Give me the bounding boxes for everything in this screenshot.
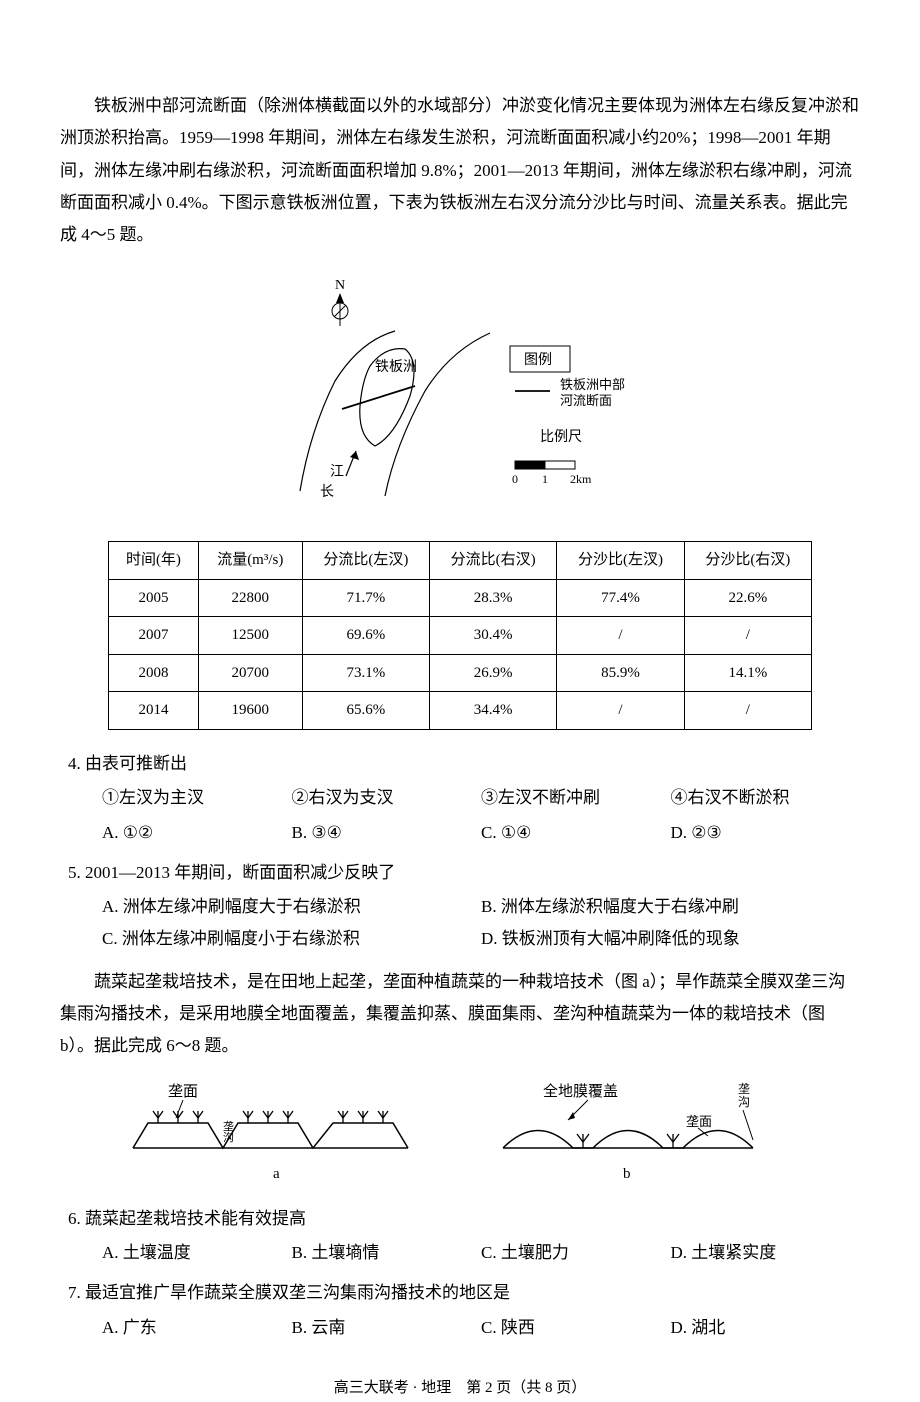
table-header: 时间(年) — [109, 542, 199, 580]
q5-stem: 5. 2001—2013 年期间，断面面积减少反映了 — [68, 857, 860, 889]
q5-option-a: A. 洲体左缘冲刷幅度大于右缘淤积 — [102, 891, 481, 923]
q4-option-c: C. ①④ — [481, 817, 671, 849]
svg-text:b: b — [623, 1166, 631, 1182]
q5-option-d: D. 铁板洲顶有大幅冲刷降低的现象 — [481, 923, 860, 955]
table-row: 2007 12500 69.6% 30.4% / / — [109, 617, 812, 655]
question-4: 4. 由表可推断出 ①左汊为主汊 ②右汊为支汊 ③左汊不断冲刷 ④右汊不断淤积 … — [68, 748, 860, 849]
diagram-container: 垄面 垄 沟 a 全地膜覆盖 — [100, 1078, 820, 1188]
svg-text:全地膜覆盖: 全地膜覆盖 — [543, 1082, 618, 1100]
q4-option-b: B. ③④ — [292, 817, 482, 849]
q4-item: ④右汊不断淤积 — [671, 782, 861, 814]
q6-option-d: D. 土壤紧实度 — [671, 1237, 861, 1269]
table-header-row: 时间(年) 流量(m³/s) 分流比(左汊) 分流比(右汊) 分沙比(左汊) 分… — [109, 542, 812, 580]
q6-option-c: C. 土壤肥力 — [481, 1237, 671, 1269]
passage-1: 铁板洲中部河流断面（除洲体横截面以外的水域部分）冲淤变化情况主要体现为洲体左右缘… — [60, 90, 860, 251]
q7-option-d: D. 湖北 — [671, 1312, 861, 1344]
table-row: 2014 19600 65.6% 34.4% / / — [109, 692, 812, 730]
svg-text:垄: 垄 — [738, 1082, 750, 1096]
question-5: 5. 2001—2013 年期间，断面面积减少反映了 A. 洲体左缘冲刷幅度大于… — [68, 857, 860, 956]
river-outline — [300, 331, 490, 496]
svg-text:垄面: 垄面 — [686, 1114, 712, 1129]
svg-text:垄: 垄 — [223, 1119, 234, 1133]
svg-text:a: a — [273, 1166, 280, 1182]
q7-stem: 7. 最适宜推广旱作蔬菜全膜双垄三沟集雨沟播技术的地区是 — [68, 1277, 860, 1309]
table-row: 2008 20700 73.1% 26.9% 85.9% 14.1% — [109, 654, 812, 692]
q5-options: A. 洲体左缘冲刷幅度大于右缘淤积 B. 洲体左缘淤积幅度大于右缘冲刷 C. 洲… — [102, 891, 860, 956]
q7-option-b: B. 云南 — [292, 1312, 482, 1344]
compass-icon: N — [332, 278, 348, 326]
table-header: 分沙比(右汊) — [684, 542, 811, 580]
river-label-2: 长 — [320, 484, 334, 500]
diagram-b: 全地膜覆盖 垄面 垄 沟 b — [493, 1078, 793, 1188]
q4-item: ①左汊为主汊 — [102, 782, 292, 814]
svg-text:2km: 2km — [570, 472, 592, 486]
island-label: 铁板洲 — [375, 359, 417, 375]
svg-text:1: 1 — [542, 472, 548, 486]
svg-text:沟: 沟 — [223, 1131, 234, 1144]
q5-option-c: C. 洲体左缘冲刷幅度小于右缘淤积 — [102, 923, 481, 955]
passage-2: 蔬菜起垄栽培技术，是在田地上起垄，垄面种植蔬菜的一种栽培技术（图 a）；旱作蔬菜… — [60, 966, 860, 1063]
table-header: 分流比(右汊) — [430, 542, 557, 580]
q5-option-b: B. 洲体左缘淤积幅度大于右缘冲刷 — [481, 891, 860, 923]
question-7: 7. 最适宜推广旱作蔬菜全膜双垄三沟集雨沟播技术的地区是 A. 广东 B. 云南… — [68, 1277, 860, 1344]
q7-option-c: C. 陕西 — [481, 1312, 671, 1344]
question-6: 6. 蔬菜起垄栽培技术能有效提高 A. 土壤温度 B. 土壤墒情 C. 土壤肥力… — [68, 1203, 860, 1270]
q4-items: ①左汊为主汊 ②右汊为支汊 ③左汊不断冲刷 ④右汊不断淤积 — [102, 782, 860, 814]
q4-options: A. ①② B. ③④ C. ①④ D. ②③ — [102, 817, 860, 849]
table-header: 流量(m³/s) — [198, 542, 302, 580]
svg-text:河流断面: 河流断面 — [560, 393, 612, 408]
svg-text:N: N — [335, 278, 345, 293]
svg-text:0: 0 — [512, 472, 518, 486]
svg-text:图例: 图例 — [524, 352, 552, 368]
q6-option-a: A. 土壤温度 — [102, 1237, 292, 1269]
map-svg: N 铁板洲 江 长 图例 铁板洲中部 — [240, 271, 680, 521]
map-container: N 铁板洲 江 长 图例 铁板洲中部 — [60, 271, 860, 521]
q4-item: ②右汊为支汊 — [292, 782, 482, 814]
svg-text:比例尺: 比例尺 — [540, 429, 582, 445]
svg-text:沟: 沟 — [738, 1095, 750, 1109]
page-footer: 高三大联考 · 地理 第 2 页（共 8 页） — [60, 1374, 860, 1402]
q4-item: ③左汊不断冲刷 — [481, 782, 671, 814]
river-label-1: 江 — [330, 464, 344, 480]
q4-option-a: A. ①② — [102, 817, 292, 849]
svg-text:铁板洲中部: 铁板洲中部 — [560, 377, 625, 392]
table-row: 2005 22800 71.7% 28.3% 77.4% 22.6% — [109, 579, 812, 617]
svg-text:垄面: 垄面 — [168, 1083, 198, 1100]
legend: 图例 铁板洲中部 河流断面 比例尺 0 1 2km — [510, 346, 625, 486]
table-header: 分流比(左汊) — [302, 542, 429, 580]
q4-option-d: D. ②③ — [671, 817, 861, 849]
q6-option-b: B. 土壤墒情 — [292, 1237, 482, 1269]
q6-stem: 6. 蔬菜起垄栽培技术能有效提高 — [68, 1203, 860, 1235]
q7-option-a: A. 广东 — [102, 1312, 292, 1344]
q7-options: A. 广东 B. 云南 C. 陕西 D. 湖北 — [102, 1312, 860, 1344]
q4-stem: 4. 由表可推断出 — [68, 748, 860, 780]
diagram-a: 垄面 垄 沟 a — [128, 1078, 438, 1188]
q6-options: A. 土壤温度 B. 土壤墒情 C. 土壤肥力 D. 土壤紧实度 — [102, 1237, 860, 1269]
table-header: 分沙比(左汊) — [557, 542, 684, 580]
data-table: 时间(年) 流量(m³/s) 分流比(左汊) 分流比(右汊) 分沙比(左汊) 分… — [108, 541, 812, 730]
